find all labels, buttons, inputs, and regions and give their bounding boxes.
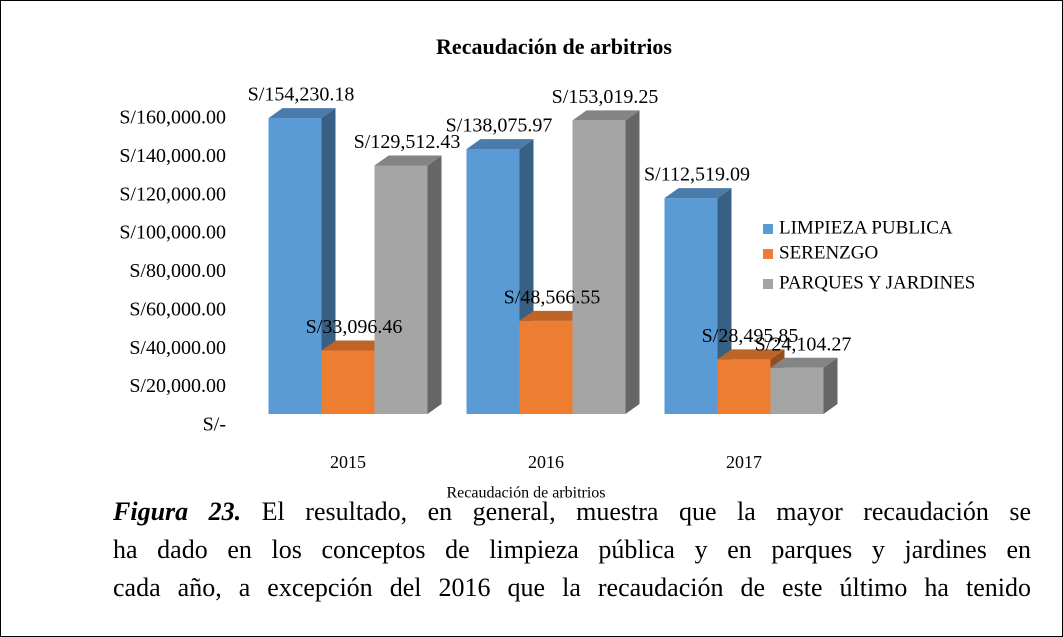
bar-side bbox=[625, 110, 640, 414]
bar-top bbox=[572, 110, 640, 121]
y-tick-label: S/160,000.00 bbox=[119, 107, 226, 129]
x-tick-label: 2015 bbox=[330, 452, 366, 472]
x-tick-label: 2016 bbox=[528, 452, 564, 472]
data-label: S/24,104.27 bbox=[755, 333, 852, 355]
bar-top bbox=[268, 108, 336, 119]
y-tick-label: S/140,000.00 bbox=[119, 145, 226, 167]
bar bbox=[770, 367, 824, 414]
y-tick-label: S/40,000.00 bbox=[129, 337, 226, 359]
bar-top bbox=[717, 349, 785, 360]
data-label: S/28,495.85 bbox=[702, 325, 799, 347]
x-axis-title: Recaudación de arbitrios bbox=[446, 485, 605, 501]
bar-side bbox=[427, 155, 442, 414]
y-tick-label: S/80,000.00 bbox=[129, 260, 226, 282]
bar-side bbox=[321, 108, 336, 415]
caption-text: El resultado, en general, muestra que la… bbox=[261, 497, 1031, 526]
bar bbox=[717, 359, 771, 414]
data-label: S/129,512.43 bbox=[354, 131, 461, 153]
y-tick-label: S/100,000.00 bbox=[119, 222, 226, 244]
bar bbox=[519, 320, 573, 414]
y-tick-label: S/60,000.00 bbox=[129, 298, 226, 320]
chart-title: Recaudación de arbitrios bbox=[436, 34, 672, 59]
y-tick-label: S/120,000.00 bbox=[119, 183, 226, 205]
chart: Recaudación de arbitrios Recaudación de … bbox=[119, 34, 975, 501]
legend-swatch bbox=[763, 279, 773, 289]
legend-swatch bbox=[763, 249, 773, 259]
bar-top bbox=[374, 155, 442, 166]
caption-line: Figura 23. El resultado, en general, mue… bbox=[113, 497, 1031, 527]
caption-line: ha dado en los conceptos de limpieza púb… bbox=[113, 535, 1031, 564]
bar bbox=[268, 118, 322, 415]
y-tick-label: S/20,000.00 bbox=[129, 375, 226, 397]
bar-top bbox=[519, 310, 587, 321]
bar bbox=[321, 350, 375, 414]
data-label: S/154,230.18 bbox=[248, 84, 355, 106]
data-label: S/33,096.46 bbox=[306, 316, 403, 338]
bar bbox=[664, 198, 718, 414]
bar bbox=[374, 165, 428, 414]
data-label: S/153,019.25 bbox=[552, 86, 659, 108]
bar-top bbox=[770, 357, 838, 368]
bar-side bbox=[823, 357, 838, 414]
legend-swatch bbox=[763, 224, 773, 234]
legend-label: LIMPIEZA PUBLICA bbox=[779, 217, 953, 238]
data-label: S/112,519.09 bbox=[644, 164, 750, 186]
legend-label: SERENZGO bbox=[779, 242, 878, 263]
data-label: S/48,566.55 bbox=[504, 286, 601, 308]
bar-top bbox=[466, 139, 534, 150]
caption-line: cada año, a excepción del 2016 que la re… bbox=[113, 573, 1031, 602]
figure-label: Figura 23. bbox=[113, 497, 242, 526]
y-tick-label: S/- bbox=[203, 414, 226, 436]
bar bbox=[572, 120, 626, 414]
x-tick-label: 2017 bbox=[726, 452, 762, 472]
data-label: S/138,075.97 bbox=[446, 115, 553, 137]
legend-label: PARQUES Y JARDINES bbox=[779, 272, 975, 293]
bar-top bbox=[321, 340, 389, 351]
bar-top bbox=[664, 188, 732, 199]
bar bbox=[466, 149, 520, 415]
